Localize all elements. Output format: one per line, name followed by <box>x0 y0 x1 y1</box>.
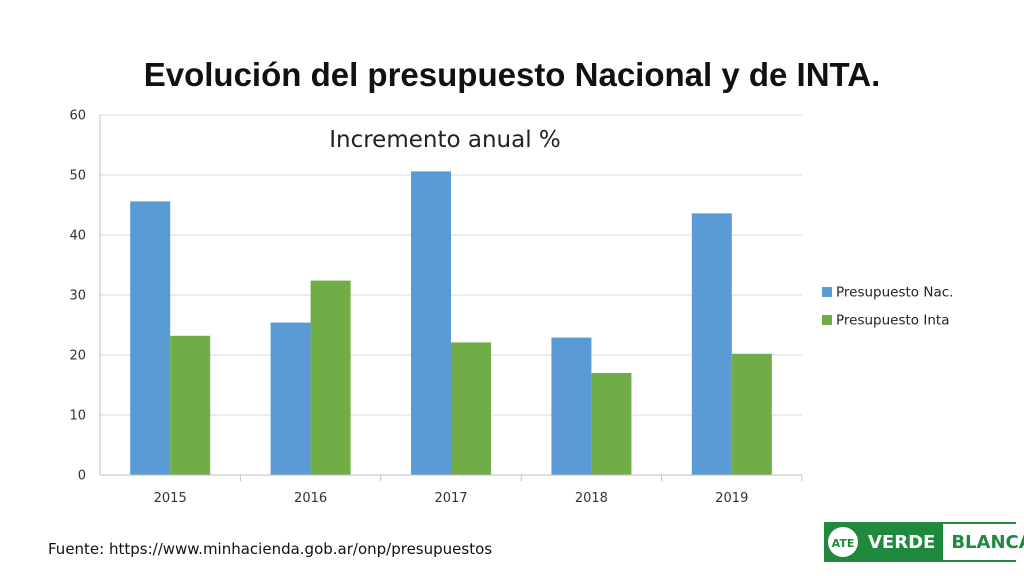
chart-subtitle: Incremento anual % <box>329 127 561 153</box>
bar-chart: 0 10 20 30 40 50 60 2015 2016 2017 2018 2019 Increm… <box>69 109 953 507</box>
bar-presupuesto-nac-2018 <box>551 337 592 475</box>
bars <box>130 171 772 475</box>
x-tick-label: 2017 <box>434 491 467 506</box>
source-note: Fuente: https://www.minhacienda.gob.ar/o… <box>48 540 493 558</box>
x-tick-label: 2016 <box>294 491 327 506</box>
legend-label: Presupuesto Inta <box>836 313 949 329</box>
bar-presupuesto-nac-2019 <box>691 213 732 475</box>
legend: Presupuesto Nac. Presupuesto Inta <box>822 285 953 329</box>
y-tick-label: 0 <box>78 469 86 484</box>
bar-presupuesto-inta-2017 <box>451 342 491 475</box>
bar-presupuesto-inta-2018 <box>591 373 632 475</box>
y-tick-label: 10 <box>69 409 86 424</box>
page-title: Evolución del presupuesto Nacional y de … <box>143 56 881 93</box>
bar-presupuesto-nac-2016 <box>270 322 311 475</box>
bar-presupuesto-nac-2017 <box>411 171 451 475</box>
x-tick-label: 2019 <box>715 491 748 506</box>
x-tick-label: 2015 <box>154 491 187 506</box>
legend-label: Presupuesto Nac. <box>836 285 953 301</box>
y-tick-label: 60 <box>69 109 86 124</box>
ate-badge-icon: ATE <box>826 524 860 560</box>
verde-blanca-logo: ATE VERDE BLANCA <box>824 522 1024 562</box>
legend-swatch <box>822 287 832 297</box>
axes: 0 10 20 30 40 50 60 2015 2016 2017 2018 2019 <box>69 109 803 506</box>
x-tick-label: 2018 <box>575 491 608 506</box>
bar-presupuesto-inta-2015 <box>170 335 211 475</box>
bar-presupuesto-inta-2019 <box>731 353 772 475</box>
y-tick-label: 30 <box>69 289 86 304</box>
y-tick-label: 40 <box>69 229 86 244</box>
y-tick-label: 20 <box>69 349 86 364</box>
legend-swatch <box>822 315 832 325</box>
bar-presupuesto-nac-2015 <box>130 201 171 475</box>
y-tick-label: 50 <box>69 169 86 184</box>
logo-word-blanca: BLANCA <box>943 524 1024 560</box>
bar-presupuesto-inta-2016 <box>310 280 351 475</box>
logo-word-verde: VERDE <box>860 524 944 560</box>
logo-badge-text: ATE <box>832 537 855 550</box>
